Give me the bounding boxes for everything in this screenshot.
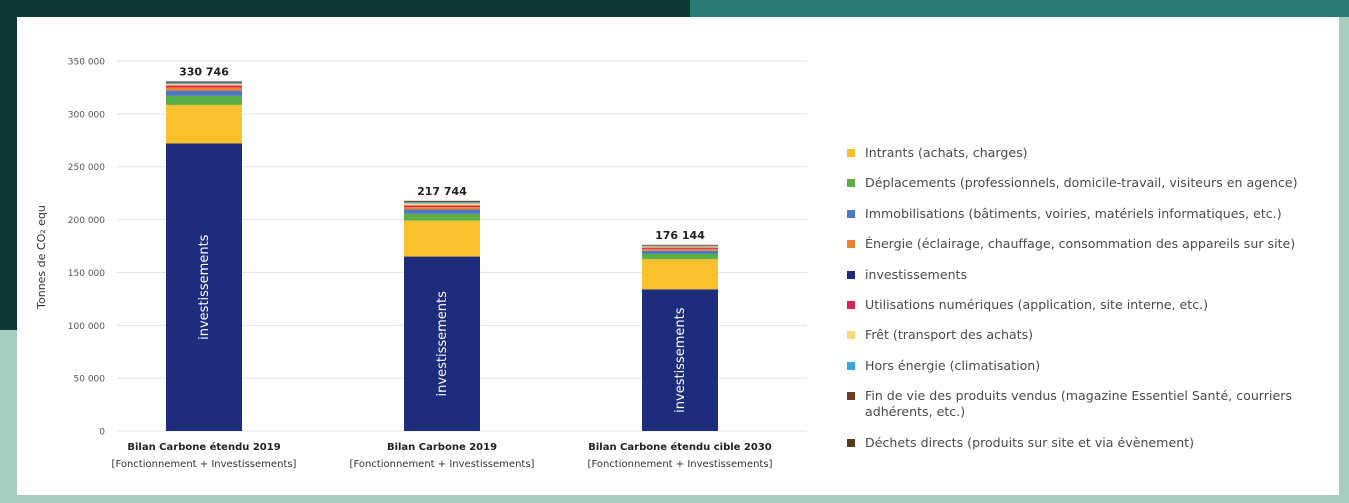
y-tick-label: 200 000 bbox=[68, 216, 105, 226]
bar-segment-investissements bbox=[404, 256, 480, 431]
chart-panel: 0 50 000 100 000 150 000 200 000 250 000 300 0… bbox=[17, 17, 1339, 495]
legend-item: Fin de vie des produits vendus (magazine… bbox=[847, 388, 1349, 420]
legend-swatch bbox=[847, 270, 855, 279]
bar-segment-label: investissements bbox=[435, 291, 450, 397]
bar-segment-fret bbox=[642, 246, 718, 248]
legend-swatch bbox=[847, 209, 855, 218]
bar-segment-fin_de_vie bbox=[404, 201, 480, 203]
legend-item: Hors énergie (climatisation) bbox=[847, 358, 1349, 374]
bar-segment-fin_de_vie bbox=[166, 81, 242, 83]
label-layer: 330 746 investissements 217 744 investissem… bbox=[179, 65, 705, 412]
bar-segment-fret bbox=[404, 203, 480, 206]
legend-label: Utilisations numériques (application, si… bbox=[865, 296, 1209, 312]
legend-item: Frêt (transport des achats) bbox=[847, 327, 1349, 343]
bar-segment-investissements bbox=[642, 289, 718, 431]
bar-segment-immobilisations bbox=[166, 90, 242, 96]
legend-item: Déplacements (professionnels, domicile-t… bbox=[847, 175, 1349, 191]
y-tick-label: 100 000 bbox=[68, 322, 105, 332]
y-axis-title: Tonnes de CO₂ equ bbox=[35, 205, 48, 310]
x-axis-labels: Bilan Carbone étendu 2019 [Fonctionnement… bbox=[112, 441, 773, 470]
x-category-sublabel: [Fonctionnement + Investissements] bbox=[112, 459, 297, 470]
legend-label: Immobilisations (bâtiments, voiries, mat… bbox=[865, 205, 1282, 221]
legend-swatch bbox=[847, 240, 855, 249]
chart-legend: Intrants (achats, charges) Déplacements (… bbox=[847, 145, 1349, 465]
legend-item: Immobilisations (bâtiments, voiries, mat… bbox=[847, 206, 1349, 222]
legend-label: Intrants (achats, charges) bbox=[865, 145, 1028, 160]
bar-segment-fret bbox=[166, 83, 242, 86]
stacked-bar-chart: 0 50 000 100 000 150 000 200 000 250 000 300 0… bbox=[35, 58, 807, 470]
bar-layer bbox=[166, 81, 718, 431]
legend-swatch bbox=[847, 331, 855, 340]
bar-segment-hors_energie bbox=[642, 245, 718, 247]
y-tick-label: 0 bbox=[99, 428, 105, 438]
legend-swatch bbox=[847, 179, 855, 188]
legend-swatch bbox=[847, 149, 855, 157]
bar-segment-deplacements bbox=[166, 95, 242, 105]
legend-item: investissements bbox=[847, 267, 1349, 283]
bar-segment-deplacements bbox=[642, 253, 718, 260]
legend-label: Énergie (éclairage, chauffage, consommat… bbox=[865, 236, 1296, 252]
bar-segment-dechets bbox=[166, 81, 242, 82]
bar-segment-hors_energie bbox=[166, 82, 242, 84]
bar-total-label: 176 144 bbox=[655, 229, 705, 242]
frame-top-dark-band bbox=[0, 0, 690, 17]
legend-label: Déchets directs (produits sur site et vi… bbox=[865, 434, 1195, 450]
bar-segment-fin_de_vie bbox=[642, 245, 718, 246]
legend-swatch bbox=[847, 438, 855, 447]
y-tick-label: 50 000 bbox=[74, 375, 106, 385]
bar-segment-dechets bbox=[404, 200, 480, 202]
legend-label: Frêt (transport des achats) bbox=[865, 327, 1034, 343]
bar-segment-energie bbox=[642, 248, 718, 251]
bar-segment-label: investissements bbox=[197, 234, 212, 340]
bar-segment-energie bbox=[166, 87, 242, 91]
y-tick-label: 250 000 bbox=[68, 163, 105, 173]
frame-left-dark-band bbox=[0, 0, 17, 330]
bar-segment-intrants bbox=[642, 259, 718, 290]
bar-segment-intrants bbox=[166, 104, 242, 144]
bar-segment-investissements bbox=[166, 143, 242, 431]
legend-label: Fin de vie des produits vendus (magazine… bbox=[865, 388, 1292, 420]
y-tick-label: 150 000 bbox=[68, 269, 105, 279]
bar-segment-energie bbox=[404, 207, 480, 210]
legend-label: Hors énergie (climatisation) bbox=[865, 357, 1041, 373]
legend-item: Déchets directs (produits sur site et vi… bbox=[847, 435, 1349, 451]
bar-segment-intrants bbox=[404, 220, 480, 257]
legend-swatch bbox=[847, 361, 855, 370]
bar-segment-numerique bbox=[166, 85, 242, 88]
y-tick-label: 350 000 bbox=[68, 58, 105, 68]
frame-top-teal-band bbox=[690, 0, 1349, 17]
bar-segment-immobilisations bbox=[642, 250, 718, 254]
bar-segment-deplacements bbox=[404, 213, 480, 221]
bar-segment-numerique bbox=[404, 205, 480, 208]
bar-total-label: 330 746 bbox=[179, 65, 229, 78]
bar-segment-numerique bbox=[642, 247, 718, 249]
bar-segment-hors_energie bbox=[404, 202, 480, 204]
y-tick-label: 300 000 bbox=[68, 110, 105, 120]
x-category-label: Bilan Carbone 2019 bbox=[387, 442, 497, 453]
legend-label: investissements bbox=[865, 266, 968, 282]
bar-segment-immobilisations bbox=[404, 209, 480, 214]
legend-item: Énergie (éclairage, chauffage, consommat… bbox=[847, 236, 1349, 252]
legend-item: Intrants (achats, charges) bbox=[847, 145, 1349, 161]
legend-swatch bbox=[847, 300, 855, 309]
y-axis-ticks: 0 50 000 100 000 150 000 200 000 250 000 300 0… bbox=[68, 58, 105, 438]
x-category-label: Bilan Carbone étendu cible 2030 bbox=[588, 441, 772, 453]
bar-total-label: 217 744 bbox=[417, 185, 467, 198]
x-category-sublabel: [Fonctionnement + Investissements] bbox=[588, 459, 773, 470]
x-category-sublabel: [Fonctionnement + Investissements] bbox=[350, 459, 535, 470]
legend-item: Utilisations numériques (application, si… bbox=[847, 297, 1349, 313]
legend-swatch bbox=[847, 392, 855, 401]
x-category-label: Bilan Carbone étendu 2019 bbox=[127, 441, 280, 453]
legend-label: Déplacements (professionnels, domicile-t… bbox=[865, 175, 1298, 191]
bar-segment-label: investissements bbox=[673, 307, 688, 413]
